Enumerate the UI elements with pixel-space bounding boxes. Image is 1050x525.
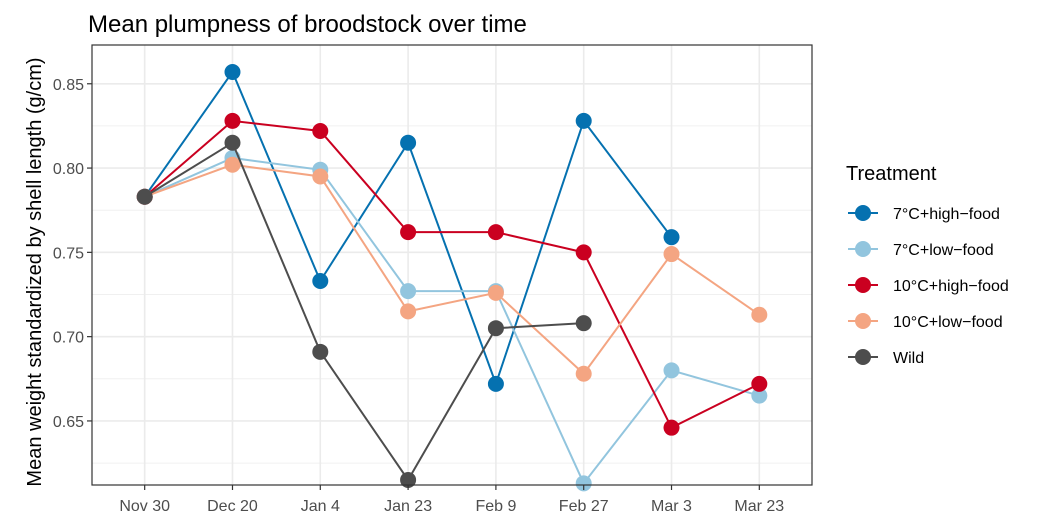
x-tick-label: Nov 30 xyxy=(119,498,170,515)
data-point-7c-low-food xyxy=(575,475,592,492)
legend-title: Treatment xyxy=(846,163,937,185)
data-point-10c-low-food xyxy=(224,156,241,173)
data-point-7c-high-food xyxy=(663,229,680,246)
legend-item-10c-low-food: 10°C+low−food xyxy=(848,313,1003,331)
data-point-7c-low-food xyxy=(400,283,417,300)
x-tick-label: Dec 20 xyxy=(207,498,258,515)
chart-title: Mean plumpness of broodstock over time xyxy=(88,11,527,38)
legend-key-point xyxy=(855,241,871,257)
x-tick-label: Feb 9 xyxy=(475,498,516,515)
data-point-wild xyxy=(136,188,153,205)
data-point-10c-high-food xyxy=(575,244,592,261)
y-axis: 0.65 0.70 0.75 0.80 0.85 xyxy=(53,77,92,431)
data-point-10c-low-food xyxy=(400,303,417,320)
data-point-7c-low-food xyxy=(751,387,768,404)
legend-item-wild: Wild xyxy=(848,349,924,367)
minor-gridlines xyxy=(92,125,812,464)
legend-item-7c-low-food: 7°C+low−food xyxy=(848,241,994,259)
data-point-10c-high-food xyxy=(663,419,680,436)
legend-key-point xyxy=(855,313,871,329)
legend-item-7c-high-food: 7°C+high−food xyxy=(848,205,1000,223)
legend-label: 7°C+low−food xyxy=(893,242,994,259)
data-point-10c-low-food xyxy=(751,306,768,323)
x-axis: Nov 30 Dec 20 Jan 4 Jan 23 Feb 9 Feb 27 Mar 3 M… xyxy=(119,485,784,515)
data-point-10c-high-food xyxy=(751,375,768,392)
legend-key-point xyxy=(855,349,871,365)
series-layer xyxy=(136,63,768,492)
x-tick-label: Jan 4 xyxy=(301,498,340,515)
series-line-10c-high-food xyxy=(144,119,760,430)
y-tick-label: 0.65 xyxy=(53,414,84,431)
data-point-10c-high-food xyxy=(487,224,504,241)
data-point-wild xyxy=(224,134,241,151)
legend-label: Wild xyxy=(893,350,924,367)
x-tick-label: Mar 23 xyxy=(734,498,784,515)
data-point-10c-high-food xyxy=(224,112,241,129)
series-line-10c-low-food xyxy=(144,163,760,376)
data-point-10c-low-food xyxy=(663,246,680,263)
legend: Treatment 7°C+high−food 7°C+low−food 10°C+… xyxy=(846,163,1009,367)
data-point-10c-high-food xyxy=(400,224,417,241)
y-tick-label: 0.85 xyxy=(53,77,84,94)
legend-key-point xyxy=(855,277,871,293)
data-point-10c-low-food xyxy=(575,365,592,382)
y-tick-label: 0.70 xyxy=(53,330,84,347)
plot-border xyxy=(91,44,813,486)
legend-label: 7°C+high−food xyxy=(893,206,1000,223)
series-wild xyxy=(136,134,592,488)
legend-item-10c-high-food: 10°C+high−food xyxy=(848,277,1009,295)
data-point-7c-low-food xyxy=(663,362,680,379)
data-point-10c-low-food xyxy=(312,168,329,185)
data-point-wild xyxy=(575,315,592,332)
data-point-wild xyxy=(400,471,417,488)
series-line-wild xyxy=(144,141,584,482)
x-tick-label: Feb 27 xyxy=(559,498,609,515)
legend-items: 7°C+high−food 7°C+low−food 10°C+high−food 1… xyxy=(848,205,1009,367)
y-axis-label: Mean weight standardized by shell length… xyxy=(24,57,46,486)
series-line-7c-low-food xyxy=(144,156,760,486)
x-tick-label: Jan 23 xyxy=(384,498,432,515)
y-tick-label: 0.75 xyxy=(53,245,84,262)
data-point-7c-high-food xyxy=(575,112,592,129)
plot-panel xyxy=(91,44,813,492)
data-point-wild xyxy=(312,343,329,360)
data-point-10c-low-food xyxy=(487,284,504,301)
legend-label: 10°C+low−food xyxy=(893,314,1003,331)
data-point-7c-high-food xyxy=(487,375,504,392)
legend-key-point xyxy=(855,205,871,221)
data-point-7c-high-food xyxy=(312,273,329,290)
legend-label: 10°C+high−food xyxy=(893,278,1009,295)
data-point-wild xyxy=(487,320,504,337)
data-point-10c-high-food xyxy=(312,122,329,139)
data-point-7c-high-food xyxy=(400,134,417,151)
x-tick-label: Mar 3 xyxy=(651,498,692,515)
y-tick-label: 0.80 xyxy=(53,161,84,178)
data-point-7c-high-food xyxy=(224,63,241,80)
